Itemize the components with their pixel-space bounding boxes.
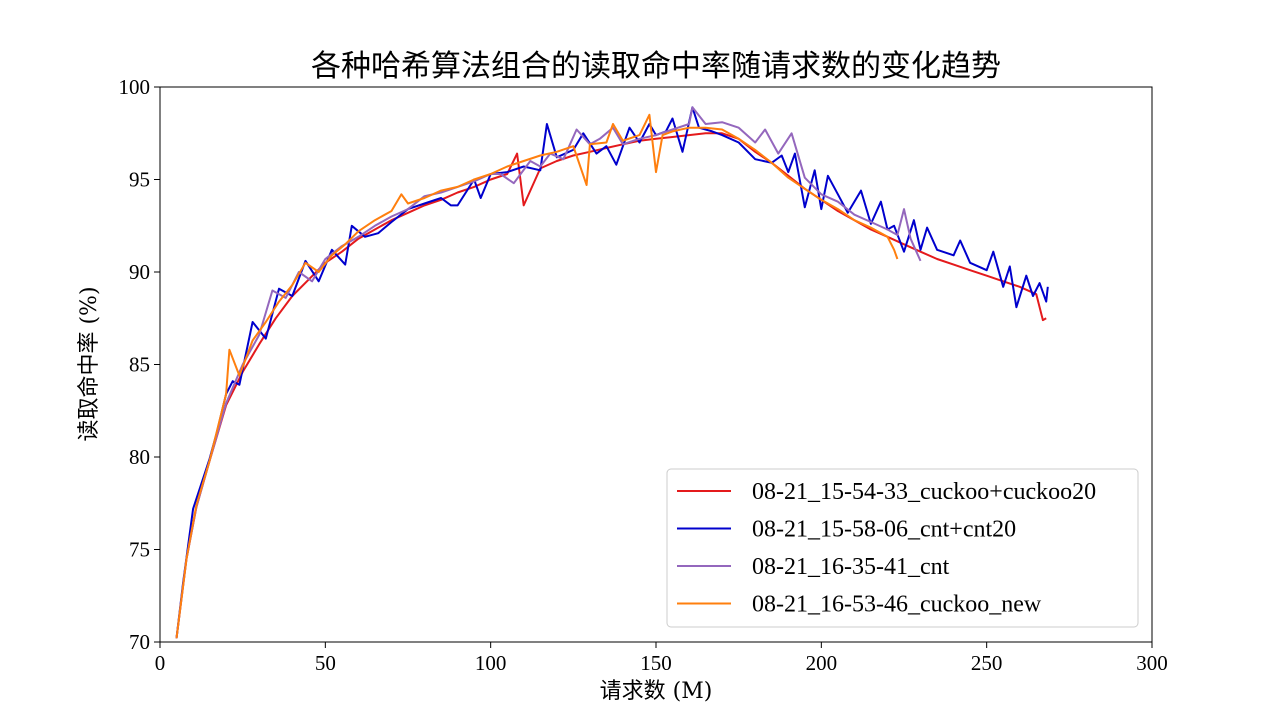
x-tick-label: 200	[806, 651, 838, 675]
y-tick-label: 75	[129, 538, 150, 562]
axis-ticks: 0 50 100 150 200 250 300 70 75 80 85 90 95 100	[119, 75, 1168, 675]
x-tick-label: 150	[640, 651, 672, 675]
x-tick-label: 0	[155, 651, 166, 675]
y-tick-label: 80	[129, 445, 150, 469]
legend-label-4: 08-21_16-53-46_cuckoo_new	[752, 592, 1042, 618]
y-tick-label: 70	[129, 630, 150, 654]
x-axis-label: 请求数 (M)	[600, 679, 713, 704]
legend: 08-21_15-54-33_cuckoo+cuckoo20 08-21_15-5…	[666, 468, 1139, 628]
x-tick-label: 100	[475, 651, 507, 675]
series-line-4	[175, 113, 899, 639]
legend-label-2: 08-21_15-58-06_cnt+cnt20	[752, 517, 1016, 543]
legend-frame	[666, 468, 1139, 628]
x-tick-label: 50	[315, 651, 336, 675]
x-tick-label: 250	[971, 651, 1003, 675]
y-tick-label: 100	[119, 75, 151, 99]
y-tick-label: 90	[129, 260, 150, 284]
y-tick-label: 85	[129, 353, 150, 377]
y-tick-label: 95	[129, 168, 150, 192]
chart-title: 各种哈希算法组合的读取命中率随请求数的变化趋势	[311, 49, 1001, 84]
plot-lines	[175, 106, 1049, 639]
legend-label-3: 08-21_16-35-41_cnt	[752, 554, 950, 580]
y-axis-label: 读取命中率 (%)	[77, 286, 102, 441]
x-tick-label: 300	[1136, 651, 1168, 675]
legend-label-1: 08-21_15-54-33_cuckoo+cuckoo20	[752, 479, 1096, 505]
